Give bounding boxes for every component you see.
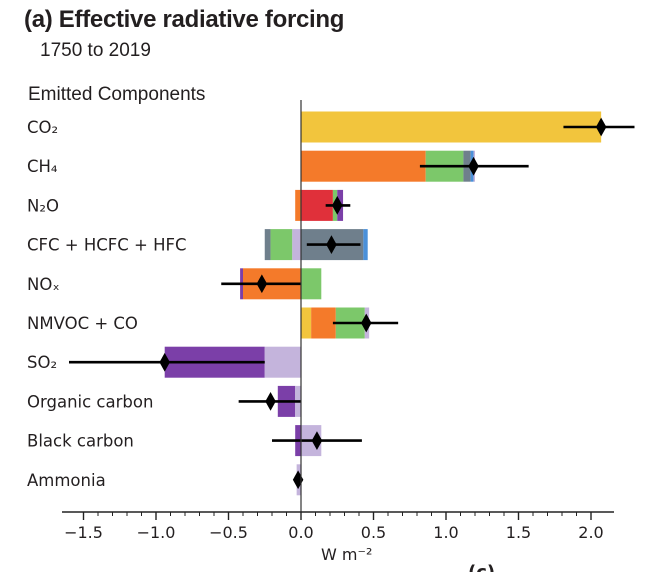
bar-segment-no-ozone [301,268,322,300]
category-label-organic-carbon: Organic carbon [27,392,153,411]
x-tick-label-3: 0.0 [288,523,313,542]
bars-layer [164,111,602,496]
best-estimate-marker-cfc-hcfc-hfc [326,235,337,254]
x-axis-label: W m⁻² [321,545,372,564]
bar-segment-so-aerosol-radiation-interactions [264,346,301,378]
bar-segment-co-carbon-dioxide [301,111,602,143]
category-label-so: SO₂ [27,353,57,372]
best-estimate-marker-nmvoc-co [361,313,372,333]
x-tick-label-6: 1.5 [506,523,531,542]
bar-segment-nmvoc-co-methane [311,307,336,339]
best-estimate-marker-no [256,274,268,294]
best-estimate-marker-co [595,117,607,137]
best-estimate-marker-black-carbon [311,431,323,450]
chart-subtitle: 1750 to 2019 [40,40,151,61]
bar-segment-cfc-hcfc-hfc-stratospheric-water-vapour [363,229,368,261]
axes-layer: −1.5 −1.0 −0.5 0.0 0.5 1.0 1.5 2.0 W m⁻² (c) ... [62,100,614,572]
x-tick-label-5: 1.0 [433,523,458,542]
bar-segment-cfc-hcfc-hfc-halocarbons [264,229,271,261]
best-estimate-marker-ammonia [292,470,304,490]
section-label: Emitted Components [28,84,206,105]
bar-segment-ch-methane [301,150,426,182]
x-tick-label-0: −1.5 [64,523,103,542]
category-labels-layer: CO₂ CH₄ N₂O CFC + HCFC + HFC NOₓ NMVOC + CO SO… [27,118,187,490]
error-bars-layer [69,117,635,490]
bar-segment-nmvoc-co-carbon-dioxide [301,307,312,339]
bar-segment-n-o-methane [295,189,301,221]
category-label-no: NOₓ [27,275,60,294]
x-tick-label-1: −1.0 [137,523,176,542]
x-tick-label-4: 0.5 [361,523,386,542]
best-estimate-marker-so [159,352,170,372]
category-label-nmvoc-co: NMVOC + CO [27,314,138,333]
best-estimate-marker-n-o [332,196,343,215]
category-label-cfc-hcfc-hfc: CFC + HCFC + HFC [27,236,187,255]
category-label-ammonia: Ammonia [27,471,106,490]
chart-title: (a) Effective radiative forcing [24,6,345,33]
category-label-n-o: N₂O [27,196,59,215]
best-estimate-marker-organic-carbon [265,392,276,411]
x-tick-label-7: 2.0 [578,523,603,542]
best-estimate-marker-ch [468,156,479,176]
category-label-co: CO₂ [27,118,58,137]
category-label-ch: CH₄ [27,157,58,176]
category-label-black-carbon: Black carbon [27,432,134,451]
bar-segment-cfc-hcfc-hfc-ozone [270,229,293,261]
x-tick-label-2: −0.5 [209,523,248,542]
bar-segment-cfc-hcfc-hfc-aerosol-radiation-interactions [292,229,301,261]
cropped-caption: (c) ... [468,562,522,572]
